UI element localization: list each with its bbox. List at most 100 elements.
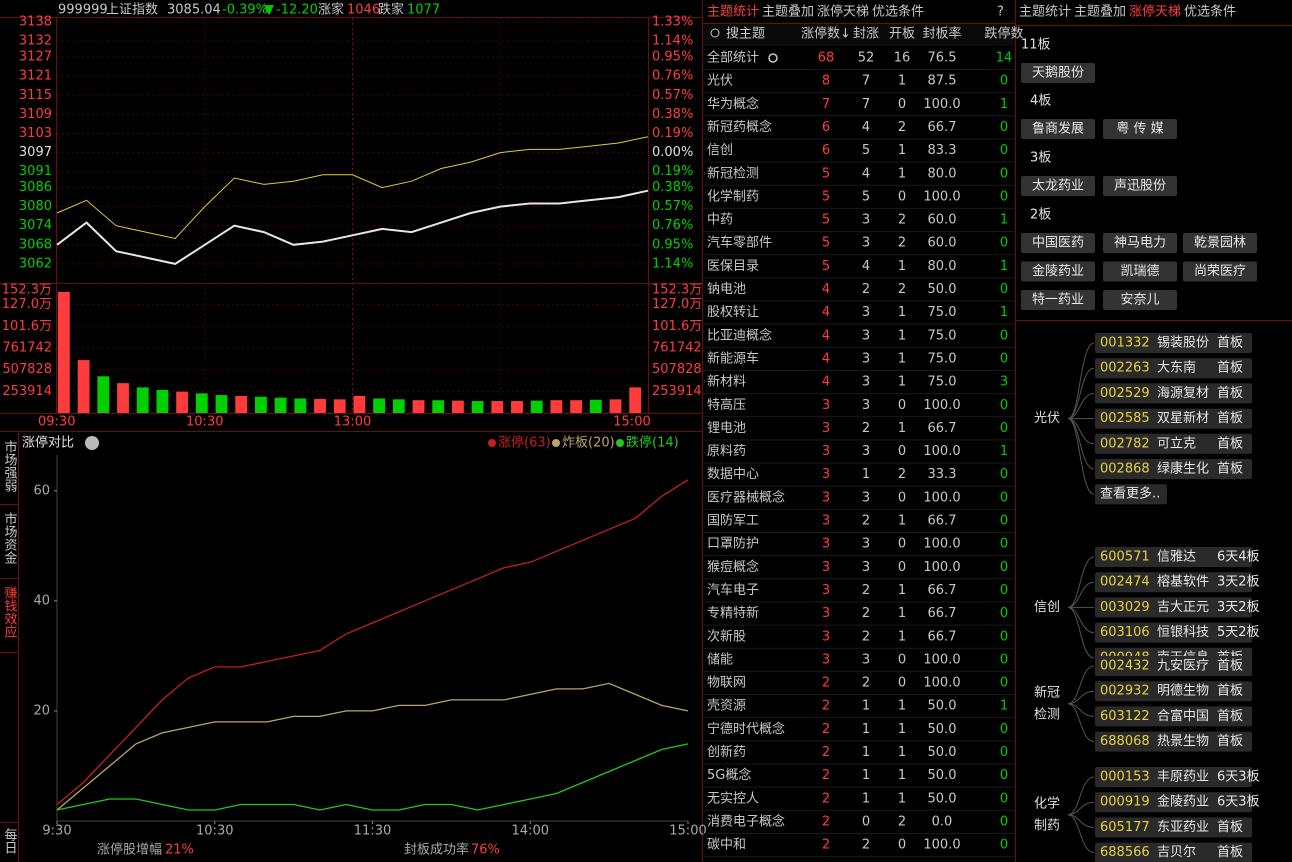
table-cell: 0: [1000, 421, 1008, 436]
table-cell: 100.0: [923, 398, 960, 413]
stock-row[interactable]: [1095, 767, 1252, 787]
theme-name[interactable]: 碳中和: [707, 838, 746, 853]
theme-name[interactable]: 猴痘概念: [707, 559, 759, 575]
stock-button[interactable]: [1021, 63, 1095, 83]
table-cell: 1: [898, 143, 906, 158]
theme-name[interactable]: 光伏: [707, 74, 733, 89]
theme-name[interactable]: 医保目录: [707, 259, 759, 274]
theme-name[interactable]: 物联网: [707, 676, 746, 691]
theme-name[interactable]: 专精特新: [707, 605, 759, 621]
theme-name[interactable]: 钠电池: [707, 282, 746, 297]
stock-row[interactable]: [1095, 656, 1252, 676]
stock-row[interactable]: [1095, 792, 1252, 813]
stock-button[interactable]: [1103, 290, 1177, 310]
table-header[interactable]: 涨停数↓: [801, 26, 851, 42]
theme-name[interactable]: 壳资源: [707, 699, 746, 714]
tab[interactable]: 涨停天梯: [817, 4, 869, 20]
stock-button[interactable]: [1103, 176, 1177, 196]
stock-row[interactable]: [1095, 706, 1252, 727]
theme-name[interactable]: 口罩防护: [707, 536, 759, 552]
tab[interactable]: 主题叠加: [762, 5, 814, 20]
table-cell: 1: [898, 745, 906, 760]
theme-name[interactable]: 无实控人: [707, 791, 759, 806]
legend-entry: 炸板(20): [562, 436, 615, 451]
price-tick-label: 3103: [19, 126, 52, 141]
theme-name[interactable]: 新能源车: [707, 350, 759, 366]
volume-tick-label: 507828: [652, 362, 702, 377]
theme-name[interactable]: 医疗器械概念: [707, 489, 785, 505]
stock-button[interactable]: [1021, 233, 1095, 253]
theme-name[interactable]: 次新股: [707, 628, 746, 644]
theme-name[interactable]: 宁德时代概念: [707, 721, 785, 737]
tab[interactable]: 主题叠加: [1074, 5, 1126, 20]
table-header[interactable]: 跌停数: [984, 26, 1023, 42]
theme-name[interactable]: 原料药: [707, 444, 746, 459]
stock-button[interactable]: [1183, 261, 1257, 282]
theme-name[interactable]: 特高压: [707, 397, 746, 413]
stock-row[interactable]: [1095, 622, 1252, 643]
stock-button[interactable]: [1021, 290, 1095, 310]
more-link[interactable]: 查看更多..: [1100, 486, 1160, 502]
table-cell: 4: [862, 259, 870, 274]
stock-row[interactable]: [1095, 681, 1252, 702]
theme-name[interactable]: 国防军工: [707, 513, 759, 529]
stock-row[interactable]: [1095, 817, 1252, 838]
theme-name[interactable]: 消费电子概念: [707, 813, 785, 829]
stock-row[interactable]: [1095, 842, 1252, 862]
stock-button[interactable]: [1021, 119, 1095, 139]
table-cell: 3: [822, 629, 830, 644]
index-header-price: 3085.04: [167, 3, 221, 18]
tab[interactable]: 主题统计: [1019, 5, 1071, 20]
theme-name[interactable]: 创新药: [707, 744, 746, 760]
price-tick-label: 3121: [19, 69, 52, 84]
theme-name[interactable]: 新材料: [707, 374, 746, 390]
theme-name[interactable]: 锂电池: [707, 421, 746, 436]
theme-name[interactable]: 5G概念: [707, 767, 751, 783]
table-header[interactable]: 开板: [889, 27, 915, 42]
stock-row[interactable]: [1095, 383, 1252, 404]
stock-button[interactable]: [1103, 261, 1177, 282]
stock-row[interactable]: [1095, 572, 1252, 593]
stock-row[interactable]: [1095, 459, 1252, 479]
theme-name[interactable]: 全部统计: [707, 50, 759, 66]
theme-name[interactable]: 比亚迪概念: [707, 327, 772, 343]
time-label: 15:00: [613, 415, 650, 430]
theme-name[interactable]: 汽车零部件: [707, 235, 772, 251]
stock-name: 声迅股份: [1114, 179, 1166, 194]
tab[interactable]: ?: [997, 5, 1004, 20]
stock-button[interactable]: [1103, 119, 1177, 139]
stock-row[interactable]: [1095, 731, 1252, 752]
theme-name[interactable]: 汽车电子: [707, 582, 759, 598]
stock-row[interactable]: [1095, 433, 1252, 454]
all-icon: [768, 53, 778, 63]
stock-row[interactable]: [1095, 333, 1252, 353]
stock-button[interactable]: [1103, 233, 1177, 253]
theme-name[interactable]: 中药: [707, 213, 733, 228]
theme-name[interactable]: 新冠药概念: [707, 119, 772, 135]
more-button[interactable]: [1095, 484, 1167, 505]
stock-row[interactable]: [1095, 597, 1252, 618]
stock-row[interactable]: [1095, 358, 1252, 379]
theme-name[interactable]: 华为概念: [707, 96, 759, 112]
stock-button[interactable]: [1021, 261, 1095, 282]
tab[interactable]: 涨停天梯: [1129, 4, 1181, 20]
theme-name[interactable]: 储能: [707, 652, 733, 667]
theme-name[interactable]: 新冠检测: [707, 165, 759, 181]
stock-button[interactable]: [1021, 176, 1095, 196]
stock-row[interactable]: [1095, 408, 1252, 429]
table-header[interactable]: 封涨: [853, 27, 879, 42]
stock-row[interactable]: [1095, 547, 1252, 567]
tab[interactable]: 优选条件: [1184, 4, 1236, 20]
theme-name[interactable]: 信创: [707, 143, 733, 158]
stock-button[interactable]: [1183, 233, 1257, 253]
theme-name[interactable]: 数据中心: [707, 467, 759, 482]
tab[interactable]: 优选条件: [872, 4, 924, 20]
table-header[interactable]: 搜主题: [726, 27, 765, 42]
theme-name[interactable]: 股权转让: [707, 304, 759, 320]
index-header-up-label: 涨家: [318, 2, 344, 18]
tree-connector: [1067, 703, 1095, 743]
table-header[interactable]: 封板率: [922, 26, 961, 42]
tab[interactable]: 主题统计: [707, 5, 759, 20]
theme-name[interactable]: 化学制药: [707, 188, 759, 204]
stock-code: 002263: [1100, 361, 1150, 376]
